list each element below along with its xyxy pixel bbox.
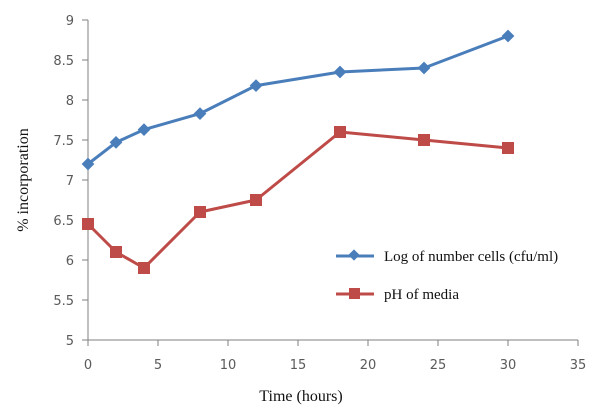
data-point-square [250, 194, 262, 206]
x-tick-label: 10 [220, 358, 237, 373]
x-tick-label: 20 [360, 358, 377, 373]
x-tick-label: 35 [570, 358, 587, 373]
legend: Log of number cells (cfu/ml) pH of media [336, 249, 558, 303]
x-ticks: 0 5 10 15 20 25 30 35 [84, 340, 586, 373]
series-line [87, 34, 509, 166]
y-axis-title: % incorporation [15, 128, 32, 232]
data-point-square [194, 206, 206, 218]
series-log-cells [81, 29, 515, 171]
legend-label-ph-media: pH of media [384, 287, 459, 303]
y-tick-label: 7 [66, 174, 74, 189]
data-point-diamond [137, 123, 151, 136]
data-point-diamond [81, 157, 95, 171]
y-tick-label: 7.5 [53, 134, 74, 149]
series-ph-media [82, 126, 514, 274]
data-point-diamond [501, 29, 515, 43]
data-point-diamond [249, 79, 263, 92]
x-axis-title: Time (hours) [259, 388, 342, 405]
legend-item-log-cells: Log of number cells (cfu/ml) [336, 249, 558, 265]
data-point-diamond [333, 65, 347, 79]
series-layer [81, 29, 515, 274]
data-point-square [82, 218, 94, 230]
y-tick-label: 8 [66, 94, 74, 109]
series-line [86, 130, 509, 270]
x-tick-label: 30 [500, 358, 517, 373]
y-tick-label: 5 [66, 334, 74, 349]
y-tick-label: 8.5 [53, 54, 74, 69]
y-tick-label: 9 [66, 14, 74, 29]
legend-marker-log-cells [348, 249, 360, 261]
x-tick-label: 0 [84, 358, 92, 373]
x-tick-label: 5 [154, 358, 162, 373]
y-tick-label: 5.5 [53, 294, 74, 309]
data-point-square [334, 126, 346, 138]
legend-item-ph-media: pH of media [336, 287, 459, 303]
data-point-diamond [417, 61, 431, 75]
data-point-diamond [193, 107, 207, 120]
legend-label-log-cells: Log of number cells (cfu/ml) [384, 249, 558, 265]
data-point-square [502, 142, 514, 154]
y-tick-label: 6 [66, 254, 74, 269]
data-point-square [110, 246, 122, 258]
data-point-diamond [109, 136, 123, 149]
x-tick-label: 25 [430, 358, 447, 373]
x-tick-label: 15 [290, 358, 307, 373]
legend-marker-ph-media [349, 288, 360, 299]
data-point-square [138, 262, 150, 274]
y-ticks: 5 5.5 6 6.5 7 7.5 8 8.5 9 [53, 14, 88, 349]
data-point-square [418, 134, 430, 146]
y-tick-label: 6.5 [53, 214, 74, 229]
